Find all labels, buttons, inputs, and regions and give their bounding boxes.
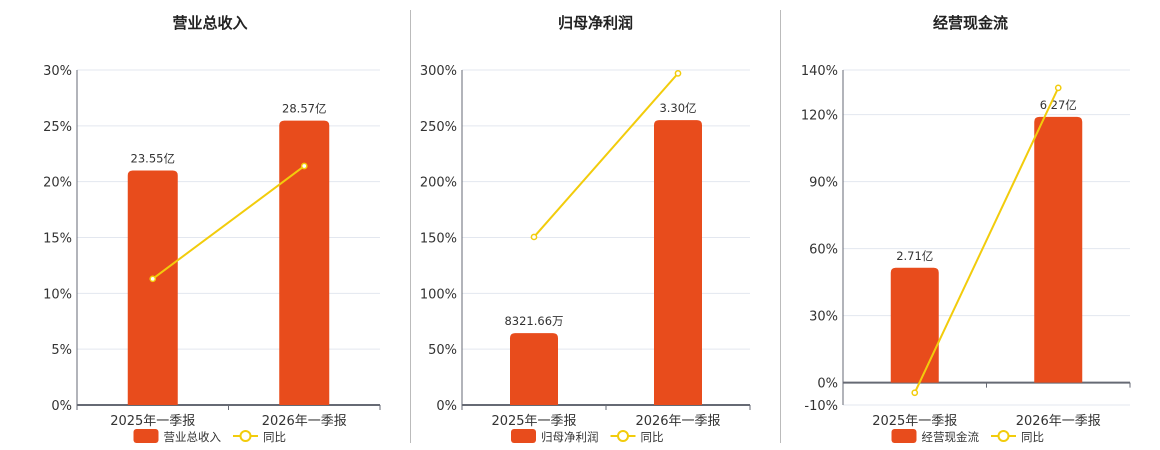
divider: [780, 10, 781, 443]
chart-net-profit: 0% 50% 100% 150% 200% 250% 300% 2025年一季报 8321.66…: [420, 64, 751, 444]
bar-data-label: 2.71亿: [896, 249, 933, 263]
y-tick-label: 100%: [420, 287, 457, 302]
y-tick-label: 200%: [420, 176, 457, 191]
chart-title: 营业总收入: [172, 14, 248, 32]
bar-data-label: 28.57亿: [282, 102, 326, 116]
line-point: [530, 233, 538, 241]
chart-panel-net-profit: 归母净利润 0% 50% 100% 150% 200% 250% 300% 2025年一季报 8…: [411, 0, 780, 450]
y-tick-label: 20%: [43, 176, 72, 191]
legend-swatch-bar: [133, 429, 159, 443]
chart-title: 经营现金流: [932, 14, 1008, 32]
y-tick-label: 0%: [51, 399, 72, 414]
legend-marker-line: [239, 430, 252, 442]
legend-marker-line: [617, 430, 629, 442]
chart-panel-cash-flow: 经营现金流 -10% 0% 30% 60% 90% 120% 140% 2025年一季报 2.7…: [781, 0, 1160, 450]
line-point: [911, 389, 919, 397]
x-tick-label: 2025年一季报: [872, 414, 957, 429]
y-tick-label: 25%: [43, 120, 72, 135]
bar-data-label: 6.27亿: [1040, 98, 1077, 112]
y-tick-label: 90%: [809, 176, 838, 191]
legend-label-line: 同比: [263, 430, 286, 444]
x-tick-label: 2026年一季报: [635, 414, 720, 429]
y-tick-label: -10%: [804, 399, 838, 414]
line-series-yoy: [913, 87, 1060, 394]
y-tick-label: 10%: [43, 287, 72, 302]
x-tick-label: 2026年一季报: [262, 414, 347, 429]
y-tick-label: 300%: [420, 64, 457, 79]
bar: [1034, 116, 1083, 383]
y-tick-label: 30%: [809, 310, 838, 325]
bar: [890, 267, 939, 383]
bar-data-label: 3.30亿: [659, 101, 696, 115]
chart-revenue: 0% 5% 10% 15% 20% 25% 30% 2025年一季报 23.55亿 2026年一季…: [43, 64, 381, 444]
legend-label-bar: 归母净利润: [541, 430, 599, 444]
line-series-yoy: [152, 165, 305, 280]
bar: [510, 333, 558, 405]
legend-marker-line: [997, 430, 1010, 442]
y-tick-label: 0%: [817, 377, 838, 392]
y-tick-label: 140%: [801, 64, 838, 79]
y-tick-label: 120%: [801, 109, 838, 124]
bar-data-label: 23.55亿: [131, 152, 175, 166]
y-tick-label: 50%: [428, 343, 457, 358]
bar: [127, 170, 178, 405]
legend-label-line: 同比: [1021, 430, 1044, 444]
x-tick-label: 2025年一季报: [491, 414, 576, 429]
y-tick-label: 15%: [43, 232, 72, 247]
y-tick-label: 30%: [43, 64, 72, 79]
line-point: [674, 70, 682, 77]
legend-label-line: 同比: [641, 430, 664, 444]
legend-label-bar: 营业总收入: [164, 430, 222, 444]
chart-cash-flow: -10% 0% 30% 60% 90% 120% 140% 2025年一季报 2.71亿 2026…: [801, 64, 1131, 444]
legend-swatch-bar: [511, 429, 536, 443]
x-tick-label: 2025年一季报: [110, 414, 195, 429]
x-tick-label: 2026年一季报: [1016, 414, 1101, 429]
line-point: [149, 275, 157, 283]
bar-data-label: 8321.66万: [504, 314, 563, 328]
line-point: [300, 162, 308, 170]
bar: [654, 120, 702, 405]
bar: [279, 120, 330, 406]
divider: [410, 10, 411, 443]
line-series-yoy: [533, 72, 679, 238]
y-tick-label: 5%: [51, 343, 72, 358]
legend-label-bar: 经营现金流: [922, 430, 980, 444]
line-point: [1054, 84, 1062, 92]
chart-panel-revenue: 营业总收入 0% 5% 10% 15% 20% 25% 30% 2025年一季报 23.55亿 2…: [20, 0, 400, 450]
y-tick-label: 150%: [420, 232, 457, 247]
y-tick-label: 60%: [809, 243, 838, 258]
chart-title: 归母净利润: [557, 14, 633, 32]
legend-swatch-bar: [891, 429, 917, 443]
y-tick-label: 250%: [420, 120, 457, 135]
y-tick-label: 0%: [436, 399, 457, 414]
